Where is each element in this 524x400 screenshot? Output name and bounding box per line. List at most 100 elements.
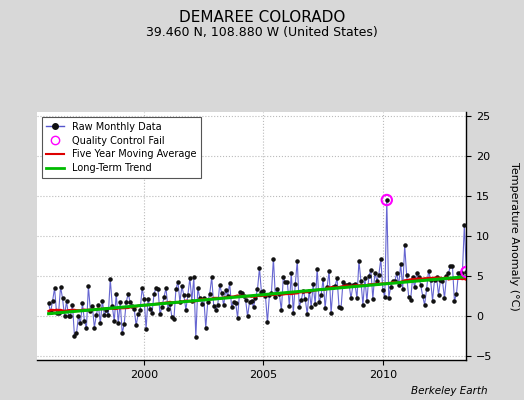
Legend: Raw Monthly Data, Quality Control Fail, Five Year Moving Average, Long-Term Tren: Raw Monthly Data, Quality Control Fail, … [41,117,201,178]
Point [208,274,216,280]
Point [414,274,423,280]
Point [170,315,178,322]
Point [252,294,260,301]
Point [227,304,236,310]
Point [243,313,252,320]
Point [375,272,383,278]
Point [434,292,443,298]
Point [440,295,449,302]
Point [285,303,293,309]
Point [217,290,226,296]
Point [92,312,101,318]
Point [164,306,172,312]
Point [160,294,168,300]
Point [377,256,385,262]
Point [273,286,281,293]
Point [132,322,140,328]
Point [299,287,308,294]
Point [452,291,461,298]
Point [321,305,329,311]
Point [174,278,182,285]
Point [279,274,288,280]
Point [309,281,318,288]
Point [212,307,220,313]
Point [456,270,465,276]
Point [239,293,248,300]
Point [305,287,313,294]
Y-axis label: Temperature Anomaly (°C): Temperature Anomaly (°C) [509,162,519,310]
Point [45,300,53,306]
Point [67,312,75,319]
Point [357,278,365,284]
Point [136,307,144,314]
Point [261,292,270,299]
Point [162,285,170,291]
Point [213,302,222,308]
Point [466,263,475,269]
Point [462,269,471,275]
Point [245,299,254,305]
Point [422,286,431,293]
Point [267,290,276,297]
Point [454,270,463,276]
Point [144,295,152,302]
Point [420,302,429,308]
Point [60,313,69,319]
Point [311,301,319,308]
Point [74,313,83,320]
Point [114,320,123,326]
Point [88,303,96,310]
Point [323,284,331,290]
Point [106,276,114,282]
Point [402,272,411,279]
Point [287,270,296,276]
Point [184,292,192,298]
Point [363,298,371,304]
Point [90,324,99,331]
Point [180,292,188,299]
Point [343,282,351,288]
Point [468,267,476,274]
Point [331,283,339,289]
Point [263,319,271,325]
Point [70,333,79,339]
Point [64,312,73,319]
Point [72,330,81,336]
Point [373,278,381,284]
Point [307,304,315,310]
Point [172,286,180,293]
Point [333,275,341,282]
Text: Berkeley Earth: Berkeley Earth [411,386,487,396]
Point [230,298,238,305]
Point [409,274,417,280]
Point [154,286,162,292]
Point [297,297,305,304]
Point [462,269,471,275]
Point [84,283,93,290]
Point [313,266,321,272]
Point [448,263,456,269]
Point [142,326,150,332]
Point [337,305,345,312]
Point [347,295,355,302]
Point [128,303,136,309]
Point [385,294,393,301]
Point [349,282,357,288]
Point [86,308,95,314]
Point [289,310,298,316]
Point [317,292,325,298]
Point [134,311,143,318]
Point [418,292,427,299]
Point [361,275,369,281]
Point [283,278,291,285]
Point [370,270,379,276]
Point [417,281,425,288]
Point [140,295,148,302]
Point [400,242,409,249]
Point [110,318,118,324]
Text: DEMAREE COLORADO: DEMAREE COLORADO [179,10,345,25]
Point [424,267,433,274]
Point [54,310,63,316]
Point [405,294,413,300]
Point [96,320,104,326]
